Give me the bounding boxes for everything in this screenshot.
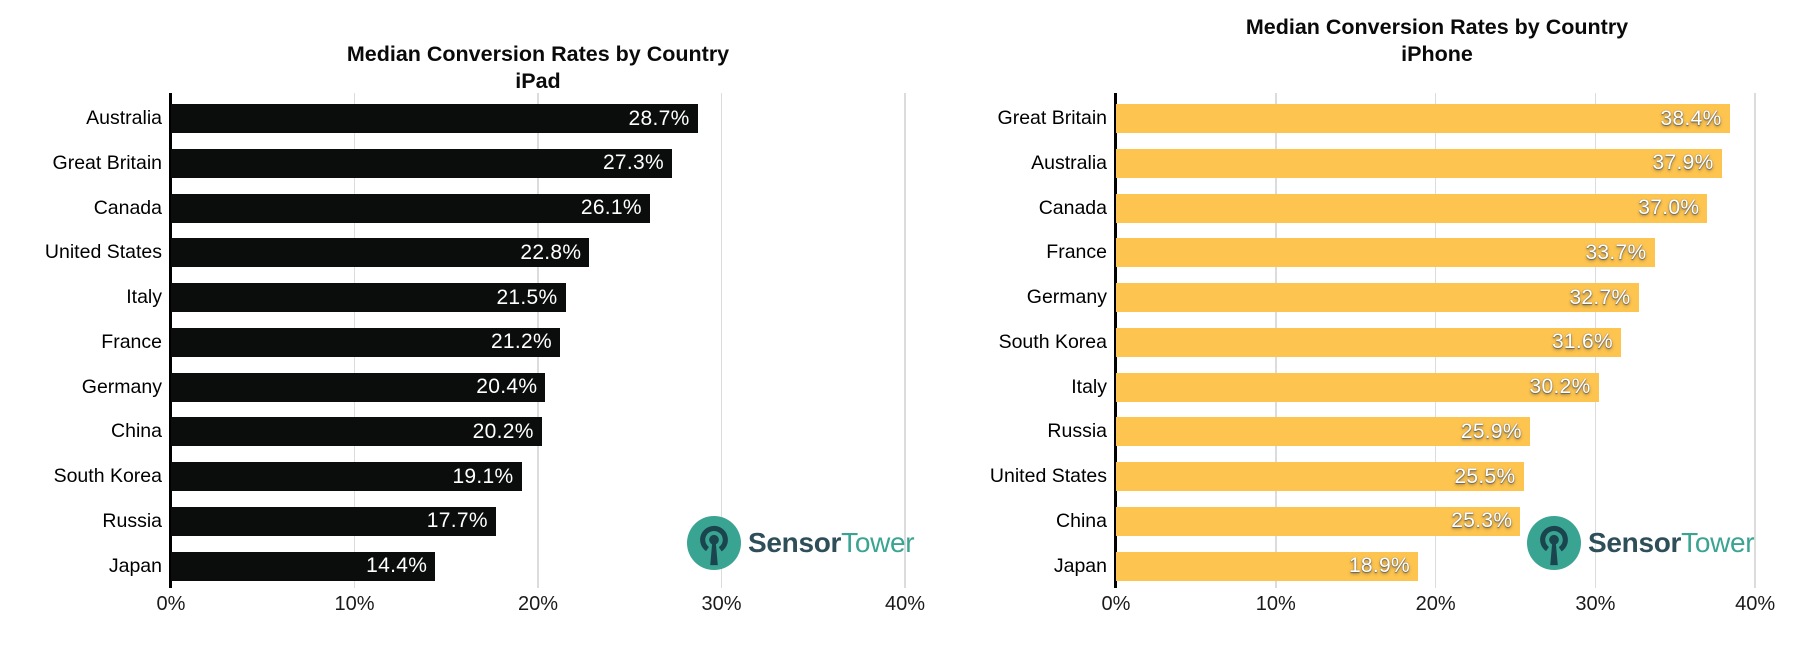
category-label: China <box>1056 509 1107 532</box>
bar: 22.8% <box>171 238 590 268</box>
y-axis-line <box>1114 93 1117 588</box>
x-tick-20%: 20% <box>1415 593 1456 615</box>
bar-value-label: 27.3% <box>602 151 664 175</box>
category-label: Great Britain <box>997 107 1107 129</box>
category-label: Russia <box>1047 420 1107 443</box>
bar-value-label: 33.7% <box>1585 240 1647 264</box>
category-label: Great Britain <box>52 151 162 174</box>
category-label: Japan <box>1053 554 1107 577</box>
bar: 20.4% <box>171 372 546 402</box>
bar: 31.6% <box>1116 327 1621 357</box>
category-label: Japan <box>108 554 162 577</box>
category-label: South Korea <box>998 330 1107 353</box>
category-label: Canada <box>1038 196 1107 219</box>
bar-value-label: 30.2% <box>1529 375 1591 399</box>
gridline-30% <box>720 93 723 588</box>
chart-iphone-title-line2: iPhone <box>1401 42 1473 66</box>
bar-value-label: 20.4% <box>476 375 538 399</box>
bar: 28.7% <box>171 104 698 133</box>
category-label: Russia <box>102 509 162 532</box>
bar-value-label: 22.8% <box>520 240 582 264</box>
x-tick-0%: 0% <box>1101 593 1131 615</box>
bar: 33.7% <box>1116 238 1655 268</box>
category-label: Germany <box>81 375 162 398</box>
chart-ipad-title: Median Conversion Rates by Country iPad <box>347 41 729 95</box>
category-label: United States <box>44 241 162 264</box>
x-tick-40%: 40% <box>884 593 926 615</box>
wordmark-sensor: Sensor <box>1588 527 1682 558</box>
bar-value-label: 18.9% <box>1348 554 1410 578</box>
bar-value-label: 37.9% <box>1652 151 1714 175</box>
bar: 19.1% <box>171 462 522 492</box>
bar: 18.9% <box>1116 551 1418 581</box>
category-label: Canada <box>93 196 162 219</box>
wordmark-sensor: Sensor <box>748 527 842 558</box>
bar: 26.1% <box>171 193 650 223</box>
chart-ipad-title-line2: iPad <box>515 69 561 93</box>
bar-value-label: 21.5% <box>496 285 558 309</box>
category-label: Australia <box>1031 151 1107 174</box>
bar: 32.7% <box>1116 283 1639 313</box>
bar-value-label: 19.1% <box>452 464 514 488</box>
category-label: China <box>111 420 162 443</box>
wordmark-tower: Tower <box>1681 527 1755 558</box>
bar: 14.4% <box>171 551 436 581</box>
bar: 30.2% <box>1116 372 1599 402</box>
bar: 20.2% <box>171 417 542 447</box>
sensortower-wordmark: SensorTower <box>1588 516 1755 570</box>
x-tick-30%: 30% <box>1575 593 1616 615</box>
x-tick-30%: 30% <box>701 593 742 615</box>
chart-iphone-title-line1: Median Conversion Rates by Country <box>1245 15 1629 39</box>
y-axis-line <box>169 93 172 588</box>
x-tick-10%: 10% <box>1255 593 1296 615</box>
bar: 21.2% <box>171 327 560 357</box>
bar-value-label: 25.9% <box>1460 419 1522 443</box>
category-label: France <box>1046 241 1107 264</box>
bar-value-label: 32.7% <box>1569 285 1631 309</box>
bar-value-label: 25.3% <box>1451 509 1513 533</box>
bar: 25.9% <box>1116 417 1530 447</box>
bar: 37.9% <box>1116 148 1722 178</box>
category-label: South Korea <box>53 465 162 488</box>
sensortower-antenna-icon <box>1527 516 1581 570</box>
wordmark-tower: Tower <box>841 527 915 558</box>
sensortower-logo: SensorTower <box>687 516 915 570</box>
bar-value-label: 38.4% <box>1660 106 1722 130</box>
chart-ipad-title-line1: Median Conversion Rates by Country <box>346 42 730 66</box>
bar-value-label: 28.7% <box>628 106 690 130</box>
x-tick-0%: 0% <box>156 593 186 615</box>
bar-value-label: 31.6% <box>1551 330 1613 354</box>
bar-value-label: 14.4% <box>366 554 428 578</box>
bar: 38.4% <box>1116 104 1730 133</box>
gridline-40% <box>1754 93 1756 588</box>
bar: 27.3% <box>171 148 672 178</box>
category-label: Italy <box>126 286 162 309</box>
bar-value-label: 20.2% <box>472 419 534 443</box>
category-label: Italy <box>1071 375 1107 398</box>
chart-iphone-title: Median Conversion Rates by Country iPhon… <box>1246 14 1628 68</box>
category-label: France <box>101 330 162 353</box>
sensortower-antenna-icon <box>687 516 741 570</box>
bar-value-label: 21.2% <box>490 330 552 354</box>
sensortower-wordmark: SensorTower <box>748 516 915 570</box>
category-label: Germany <box>1026 286 1107 309</box>
category-label: United States <box>989 465 1107 488</box>
bar-value-label: 17.7% <box>426 509 488 533</box>
x-tick-40%: 40% <box>1735 593 1776 615</box>
bar: 21.5% <box>171 283 566 313</box>
bar-value-label: 37.0% <box>1638 196 1700 220</box>
x-tick-20%: 20% <box>517 593 559 615</box>
x-tick-10%: 10% <box>334 593 375 615</box>
category-label: Australia <box>86 107 162 129</box>
gridline-40% <box>904 93 906 588</box>
sensortower-logo: SensorTower <box>1527 516 1755 570</box>
bar: 37.0% <box>1116 193 1708 223</box>
bar-value-label: 25.5% <box>1454 464 1516 488</box>
bar: 25.3% <box>1116 506 1521 536</box>
bar: 25.5% <box>1116 462 1524 492</box>
bar-value-label: 26.1% <box>580 196 642 220</box>
bar: 17.7% <box>171 506 496 536</box>
